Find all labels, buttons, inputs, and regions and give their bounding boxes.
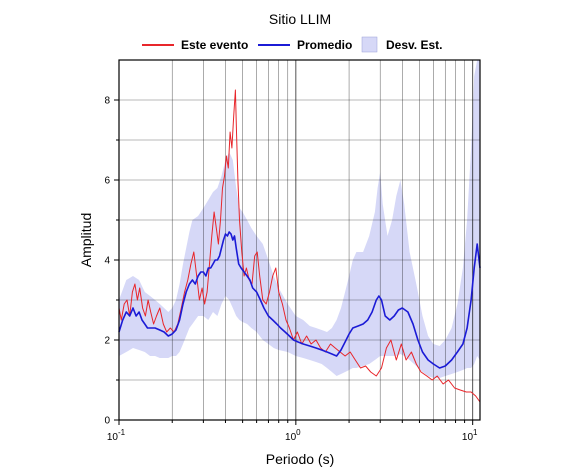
y-tick-label: 4 [104,256,110,267]
std-band-area [119,60,480,378]
legend-label-este-evento: Este evento [181,38,248,52]
series-line-promedio [118,231,481,369]
grid [118,59,480,420]
legend-swatch-desv-est [361,36,378,53]
y-tick-label: 8 [104,96,110,107]
series-layer [118,89,481,403]
y-tick-label: 2 [104,336,110,347]
x-tick-label: 100 [285,428,301,443]
x-axis-label: Periodo (s) [266,451,334,467]
plot-frame [118,59,481,421]
y-tick-label: 0 [104,416,110,427]
chart-title: Sitio LLIM [269,11,331,27]
legend-label-promedio: Promedio [297,38,352,52]
legend: Este evento Promedio Desv. Est. [142,36,442,53]
x-tick-label: 101 [462,428,478,443]
legend-label-desv-est: Desv. Est. [386,38,442,52]
std-band-layer [119,60,480,378]
y-tick-label: 6 [104,176,110,187]
ticks: 0 2 4 6 8 10-1 100 101 [104,96,478,444]
y-axis-label: Amplitud [78,213,94,267]
x-tick-label: 10-1 [107,428,126,443]
